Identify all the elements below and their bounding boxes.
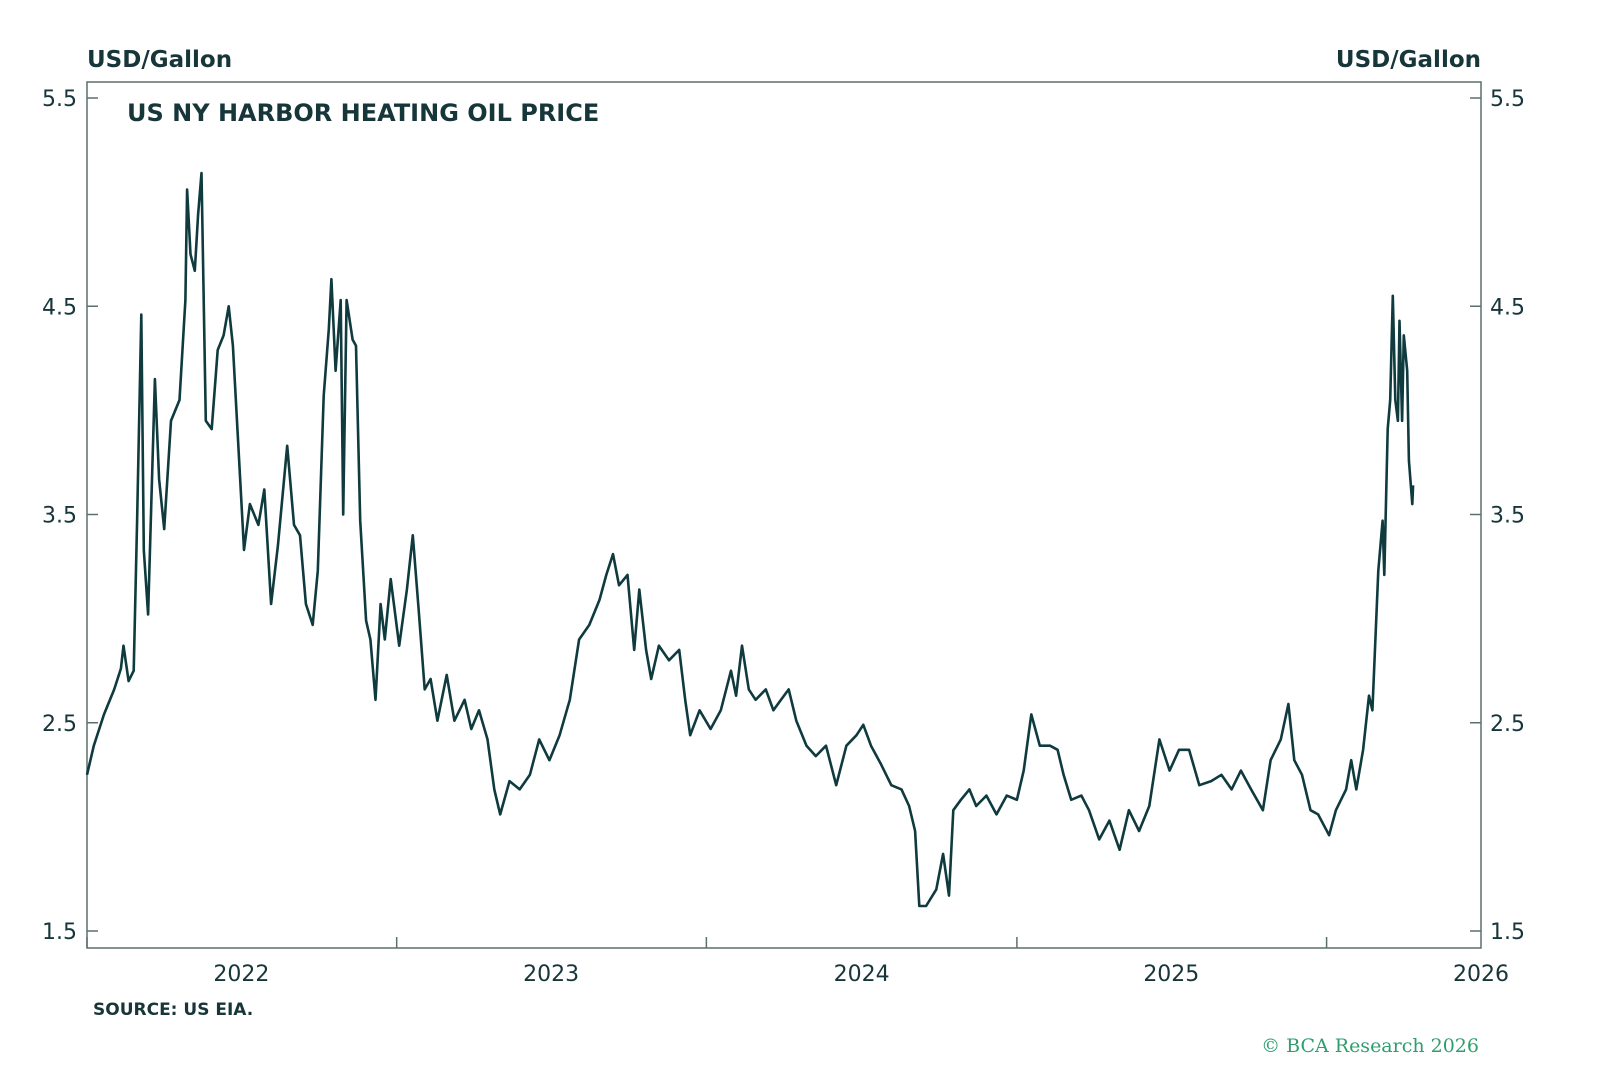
plot-frame [86, 81, 1482, 949]
right-y-tick-label: 5.5 [1490, 87, 1525, 112]
chart-title: US NY HARBOR HEATING OIL PRICE [127, 99, 599, 127]
right-y-tick-label: 1.5 [1490, 920, 1525, 945]
right-y-tick-label: 4.5 [1490, 295, 1525, 320]
x-tick-label: 2025 [1143, 962, 1199, 987]
right-axis-unit-label: USD/Gallon [1336, 47, 1481, 73]
copyright-logo: © BCA Research 2026 [1261, 1035, 1479, 1057]
left-y-tick-label: 4.5 [42, 295, 77, 320]
source-note: SOURCE: US EIA. [93, 1000, 253, 1020]
left-axis-unit-label: USD/Gallon [87, 47, 232, 73]
left-y-tick-label: 3.5 [42, 504, 77, 529]
x-tick-label: 2024 [834, 962, 890, 987]
x-tick-label: 2023 [523, 962, 579, 987]
series-line-heating-oil [85, 171, 1415, 908]
right-y-tick-label: 2.5 [1490, 712, 1525, 737]
x-tick-label: 2022 [213, 962, 269, 987]
left-y-tick-label: 2.5 [42, 712, 77, 737]
left-y-tick-label: 1.5 [42, 920, 77, 945]
x-tick-label: 2026 [1453, 962, 1509, 987]
left-y-tick-label: 5.5 [42, 87, 77, 112]
right-y-tick-label: 3.5 [1490, 504, 1525, 529]
